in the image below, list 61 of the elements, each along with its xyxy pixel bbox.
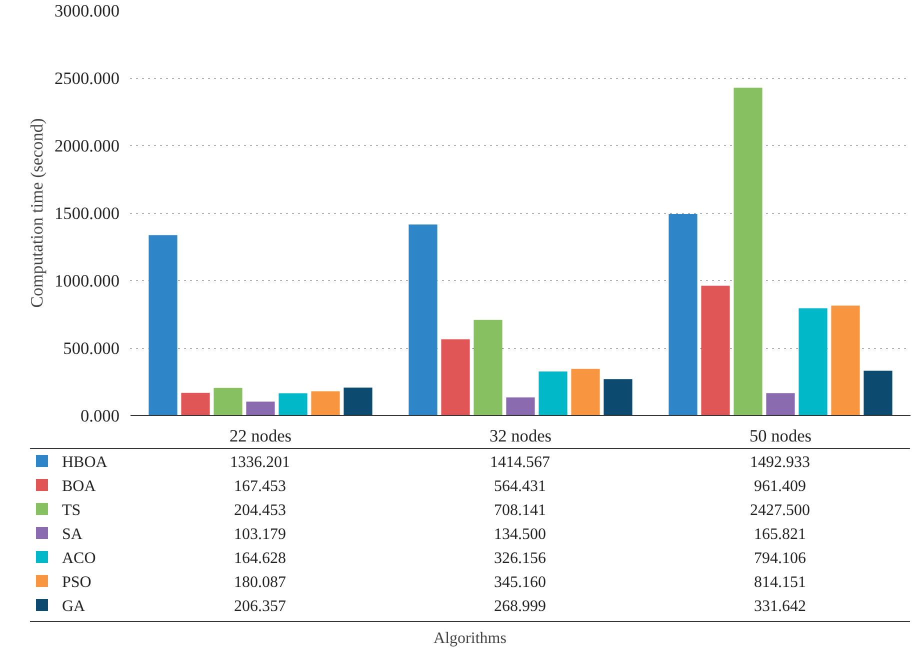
y-tick-label: 2500.000 bbox=[54, 69, 120, 88]
data-label: 165.821 bbox=[753, 524, 807, 545]
data-label: 814.151 bbox=[753, 572, 807, 593]
bar bbox=[506, 397, 535, 416]
legend-label: TS bbox=[61, 500, 82, 521]
data-label: 180.087 bbox=[233, 572, 287, 593]
bar bbox=[246, 402, 275, 416]
data-label: 1414.567 bbox=[489, 452, 551, 473]
bar bbox=[181, 392, 210, 416]
bar bbox=[766, 393, 795, 416]
data-label: 794.106 bbox=[753, 548, 807, 569]
data-label: 345.160 bbox=[493, 572, 547, 593]
data-label: 103.179 bbox=[233, 524, 287, 545]
data-label: 564.431 bbox=[493, 476, 547, 497]
data-label: 708.141 bbox=[493, 500, 547, 521]
bar bbox=[831, 306, 860, 416]
y-tick-label: 1000.000 bbox=[54, 272, 120, 290]
data-label: 206.357 bbox=[233, 596, 287, 617]
y-axis-title: Computation time (second) bbox=[28, 118, 47, 308]
bar bbox=[344, 388, 372, 416]
legend-label: ACO bbox=[61, 548, 97, 569]
y-tick-label: 0.000 bbox=[80, 406, 120, 426]
data-label: 961.409 bbox=[753, 476, 807, 497]
bar bbox=[571, 368, 600, 416]
bar bbox=[278, 393, 308, 416]
bar bbox=[148, 235, 178, 416]
data-label: 204.453 bbox=[233, 500, 287, 521]
data-label: 331.642 bbox=[753, 596, 807, 617]
bar bbox=[864, 370, 892, 416]
x-tick-label: 22 nodes bbox=[229, 426, 292, 446]
y-tick-label: 1500.000 bbox=[54, 204, 120, 223]
y-tick-label: 3000.000 bbox=[54, 2, 120, 20]
bar bbox=[604, 379, 632, 416]
bar bbox=[538, 371, 568, 416]
data-label: 134.500 bbox=[493, 524, 547, 545]
bar bbox=[668, 214, 698, 416]
bar bbox=[734, 88, 762, 416]
text: Algorithms bbox=[432, 629, 508, 649]
legend-label: SA bbox=[61, 524, 84, 545]
x-tick-label: 32 nodes bbox=[489, 426, 552, 446]
bar bbox=[214, 388, 242, 416]
x-tick-label: 50 nodes bbox=[749, 426, 812, 446]
bar bbox=[441, 339, 470, 416]
data-label: 1492.933 bbox=[749, 452, 811, 473]
bar bbox=[701, 286, 730, 416]
legend-label: HBOA bbox=[61, 452, 108, 473]
bar bbox=[311, 391, 340, 416]
y-tick-label: 2000.000 bbox=[54, 136, 120, 156]
y-tick-label: 500.000 bbox=[63, 339, 120, 358]
bar bbox=[474, 320, 502, 416]
legend-label: PSO bbox=[61, 572, 92, 593]
bar bbox=[798, 308, 828, 416]
data-label: 2427.500 bbox=[749, 500, 811, 521]
data-label: 268.999 bbox=[493, 596, 547, 617]
data-label: 326.156 bbox=[493, 548, 547, 569]
bar bbox=[408, 224, 438, 416]
data-label: 1336.201 bbox=[229, 452, 291, 473]
legend-label: GA bbox=[61, 596, 86, 617]
data-label: 164.628 bbox=[233, 548, 287, 569]
legend-label: BOA bbox=[61, 476, 97, 497]
data-label: 167.453 bbox=[233, 476, 287, 497]
